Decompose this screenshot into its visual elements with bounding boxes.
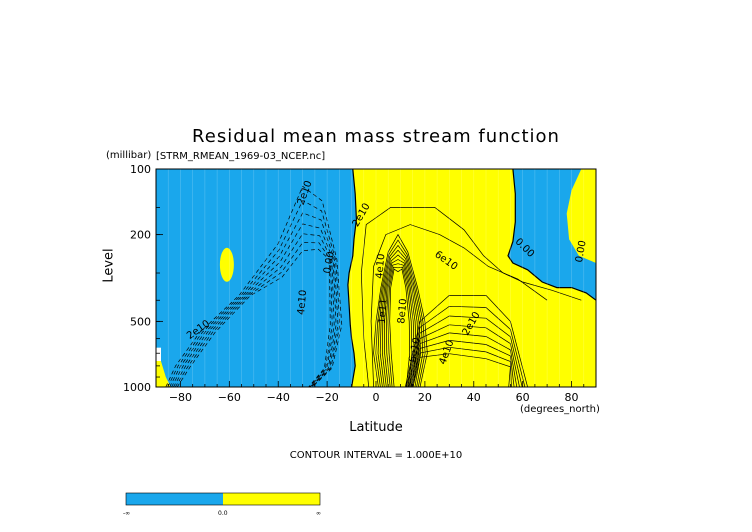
contour-label: 4e10	[296, 289, 309, 315]
x-axis-label: Latitude	[349, 420, 403, 435]
colorbar-label-max: ∞	[316, 510, 321, 517]
dataset-label: [STRM_RMEAN_1969-03_NCEP.nc]	[156, 151, 326, 162]
y-tick-label: 200	[130, 229, 151, 242]
contour-label: 0.00	[322, 251, 337, 275]
missing-data	[156, 347, 161, 362]
contour-label: 8e10	[396, 298, 409, 324]
positive-contour-midlat	[408, 324, 520, 388]
x-tick-label: −40	[267, 391, 290, 404]
positive-contour	[375, 239, 426, 388]
positive-contour-midlat	[412, 353, 511, 388]
positive-region	[347, 169, 596, 387]
positive-contour	[387, 266, 413, 388]
x-tick-label: −20	[316, 391, 339, 404]
positive-contour	[384, 259, 417, 388]
colorbar-negative	[126, 493, 223, 505]
positive-contour-midlat	[410, 340, 515, 388]
y-tick-label: 100	[130, 163, 151, 176]
negative-contour	[171, 223, 337, 388]
contour-label: 4e10	[374, 253, 387, 279]
positive-blob	[219, 247, 234, 282]
positive-contour-midlat	[407, 315, 523, 388]
positive-contour-outer	[360, 207, 582, 388]
axes: −80 −60 −40 −20 0 20 40 60 80 100 200 500 1000	[123, 163, 597, 404]
contour-label: 0.00	[574, 240, 589, 264]
negative-contour	[175, 242, 333, 388]
positive-contour	[385, 263, 415, 388]
positive-contour-outer	[370, 224, 548, 388]
x-tick-label: 20	[418, 391, 432, 404]
positive-contour-midlat	[409, 332, 518, 388]
negative-contour	[176, 248, 331, 388]
colorbar-positive	[223, 493, 320, 505]
y-axis-unit: (millibar)	[106, 150, 152, 161]
chart-title: Residual mean mass stream function	[192, 126, 560, 147]
colorbar-label-min: -∞	[123, 510, 131, 517]
contour-label: 1e11	[377, 298, 390, 324]
positive-region-east	[566, 169, 596, 263]
y-tick-label: 500	[130, 315, 151, 328]
x-tick-label: −80	[169, 391, 192, 404]
positive-contour	[373, 233, 428, 388]
positive-contour	[379, 249, 422, 388]
colorbar-frame	[125, 492, 321, 506]
negative-contour	[173, 233, 335, 388]
x-tick-label: 60	[516, 391, 530, 404]
y-tick-label: 1000	[123, 381, 151, 394]
negative-contour	[169, 212, 339, 388]
negative-contour	[167, 200, 341, 388]
positive-contour-midlat	[411, 346, 512, 388]
zero-contour-east	[507, 168, 597, 301]
positive-contour	[389, 268, 411, 388]
x-tick-label: 40	[467, 391, 481, 404]
positive-contour-midlat	[406, 305, 526, 388]
x-tick-label: 0	[373, 391, 380, 404]
x-tick-label: −60	[218, 391, 241, 404]
x-axis-unit: (degrees_north)	[520, 404, 600, 415]
positive-contour-midlat	[404, 295, 528, 388]
contour-label: 6e10	[407, 337, 422, 364]
negative-contour	[165, 185, 343, 388]
colorbar-label-mid: 0.0	[218, 510, 228, 517]
zero-contour	[347, 168, 358, 388]
positive-region-south	[156, 355, 171, 387]
contour-interval: CONTOUR INTERVAL = 1.000E+10	[289, 450, 463, 461]
x-tick-label: 80	[565, 391, 579, 404]
colorbar	[125, 492, 321, 506]
